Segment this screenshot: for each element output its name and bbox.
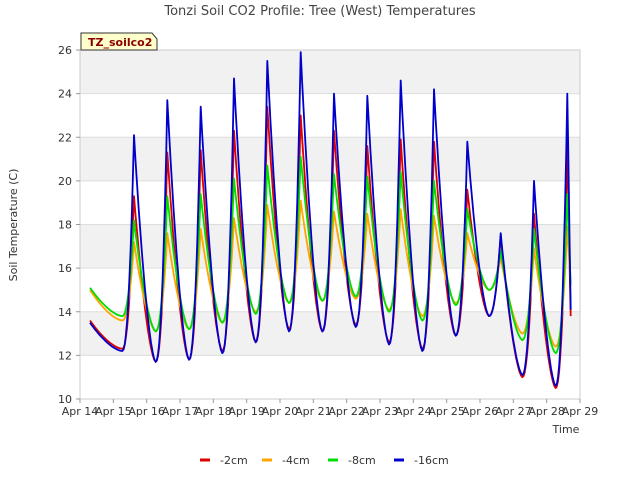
plot-band — [80, 355, 580, 399]
y-tick-label: 26 — [58, 44, 72, 57]
x-tick-label: Apr 21 — [295, 405, 332, 418]
series-tag: TZ_soilco2 — [80, 32, 158, 51]
x-tick-label: Apr 28 — [528, 405, 565, 418]
series-line-minus-16cm — [89, 51, 572, 387]
y-tick-label: 22 — [58, 131, 72, 144]
x-tick-label: Apr 24 — [395, 405, 432, 418]
x-tick-label: Apr 18 — [195, 405, 232, 418]
y-tick-label: 14 — [58, 306, 72, 319]
plot-band — [80, 50, 580, 94]
plot-band — [80, 137, 580, 181]
y-tick-label: 16 — [58, 262, 72, 275]
y-tick-label: 18 — [58, 219, 72, 232]
x-tick-label: Apr 19 — [228, 405, 265, 418]
legend-label: -8cm — [348, 454, 376, 467]
x-tick-label: Apr 23 — [362, 405, 399, 418]
x-tick-label: Apr 25 — [428, 405, 465, 418]
y-tick-label: 24 — [58, 88, 72, 101]
x-tick-label: Apr 15 — [95, 405, 132, 418]
y-tick-label: 12 — [58, 349, 72, 362]
legend-label: -4cm — [282, 454, 310, 467]
x-tick-label: Apr 27 — [495, 405, 532, 418]
plot-band — [80, 311, 580, 356]
y-tick-label: 10 — [58, 393, 72, 406]
y-tick-label: 20 — [58, 175, 72, 188]
x-tick-label: Apr 16 — [128, 405, 165, 418]
series-lines — [89, 51, 572, 389]
series-tag-label: TZ_soilco2 — [88, 36, 152, 49]
x-tick-label: Apr 20 — [262, 405, 299, 418]
plot-band — [80, 93, 580, 138]
legend-label: -2cm — [220, 454, 248, 467]
x-tick-label: Apr 26 — [462, 405, 499, 418]
y-axis-ticks: 10 12 14 16 18 20 22 24 26 — [58, 44, 80, 406]
x-tick-label: Apr 29 — [562, 405, 599, 418]
x-tick-label: Apr 14 — [62, 405, 99, 418]
legend: -2cm -4cm -8cm -16cm — [200, 454, 449, 467]
legend-label: -16cm — [414, 454, 449, 467]
x-axis-label: Time — [552, 423, 580, 436]
y-axis-label: Soil Temperature (C) — [7, 169, 20, 282]
x-tick-label: Apr 17 — [162, 405, 199, 418]
x-tick-label: Apr 22 — [328, 405, 365, 418]
chart-title: Tonzi Soil CO2 Profile: Tree (West) Temp… — [163, 4, 476, 19]
